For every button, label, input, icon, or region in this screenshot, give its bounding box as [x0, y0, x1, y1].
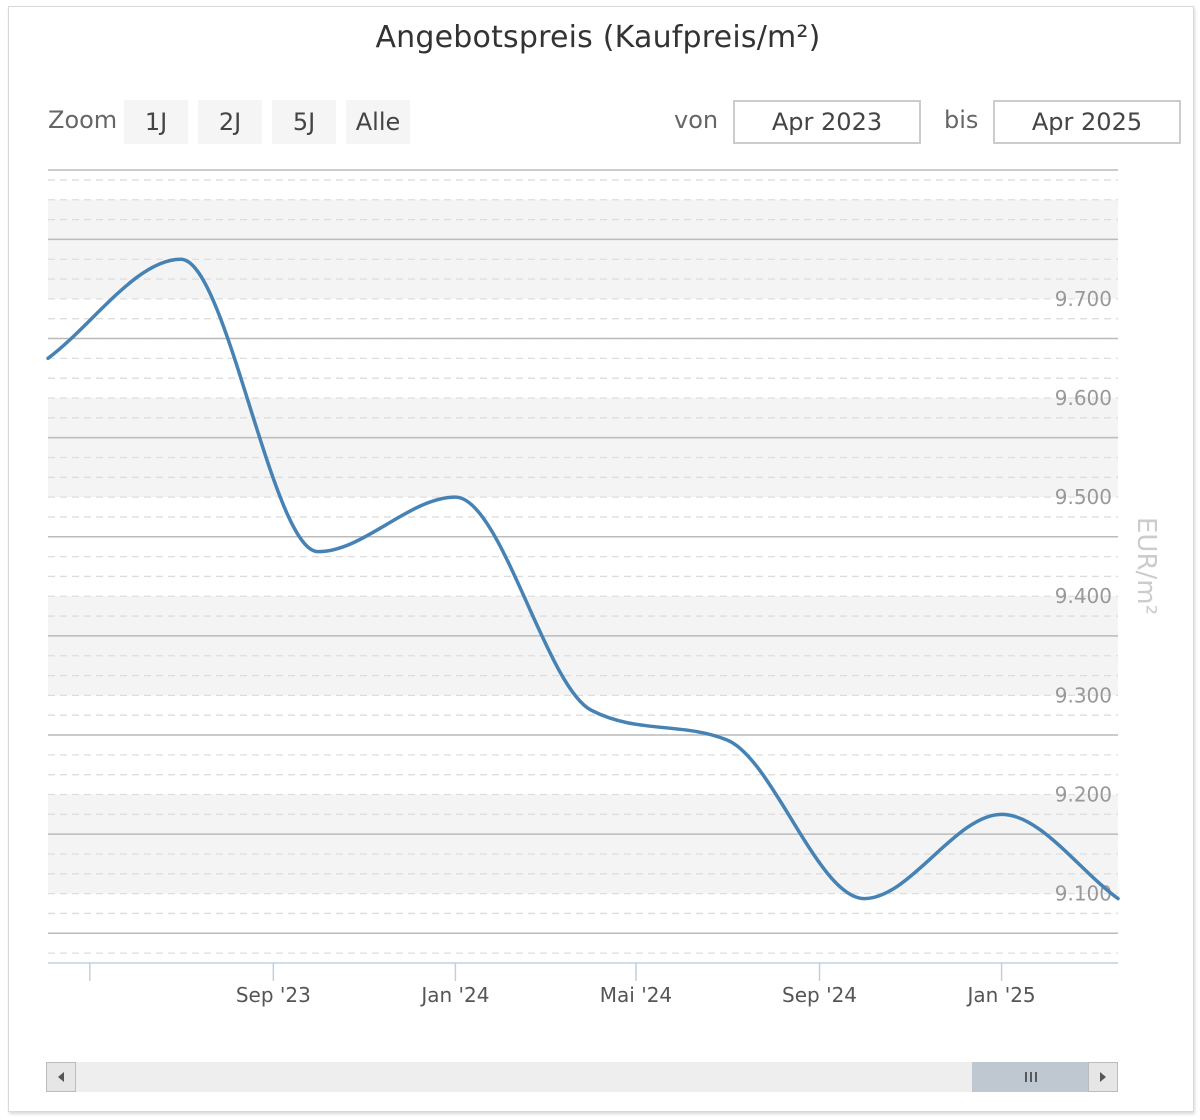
plot-band	[48, 596, 1118, 696]
x-tick-label: Sep '23	[236, 983, 311, 1007]
x-tick-label: Mai '24	[600, 983, 672, 1007]
zoom-label: Zoom	[48, 106, 118, 134]
zoom-alle-button[interactable]: Alle	[346, 100, 410, 144]
x-axis: Sep '23 Jan '24 Mai '24 Sep '24 Jan '25	[48, 962, 1118, 1007]
triangle-left-icon	[58, 1072, 64, 1082]
plot-band	[48, 199, 1118, 299]
y-tick-label: 9.600	[1055, 386, 1112, 410]
range-from-label: von	[674, 106, 719, 134]
series-group	[46, 257, 1120, 901]
chart-title: Angebotspreis (Kaufpreis/m²)	[375, 20, 821, 55]
navigator-scrollbar[interactable]	[46, 1062, 1118, 1092]
plot-band	[48, 794, 1118, 894]
zoom-1j-button[interactable]: 1J	[124, 100, 188, 144]
grip-lines-icon	[1025, 1072, 1037, 1082]
chart-container	[8, 6, 1194, 1112]
x-tick-label: Jan '24	[419, 983, 489, 1007]
triangle-right-icon	[1100, 1072, 1106, 1082]
series-line	[46, 257, 1120, 901]
range-to-label: bis	[944, 106, 979, 134]
scroll-right-button[interactable]	[1088, 1062, 1118, 1092]
y-tick-label: 9.300	[1055, 683, 1112, 707]
y-tick-label: 9.700	[1055, 287, 1112, 311]
minor-gridlines	[48, 179, 1118, 954]
y-axis-title: EUR/m²	[1131, 517, 1161, 615]
range-from-input[interactable]	[733, 100, 921, 144]
x-tick-label: Sep '24	[782, 983, 857, 1007]
y-tick-label: 9.200	[1055, 782, 1112, 806]
plot-band	[48, 397, 1118, 498]
x-tick-label: Jan '25	[966, 983, 1036, 1007]
plot-bands	[48, 199, 1118, 894]
scroll-thumb[interactable]	[972, 1062, 1090, 1092]
range-to-input[interactable]	[993, 100, 1181, 144]
scroll-left-button[interactable]	[46, 1062, 76, 1092]
y-tick-label: 9.400	[1055, 584, 1112, 608]
zoom-5j-button[interactable]: 5J	[272, 100, 336, 144]
y-tick-label: 9.500	[1055, 485, 1112, 509]
zoom-2j-button[interactable]: 2J	[198, 100, 262, 144]
